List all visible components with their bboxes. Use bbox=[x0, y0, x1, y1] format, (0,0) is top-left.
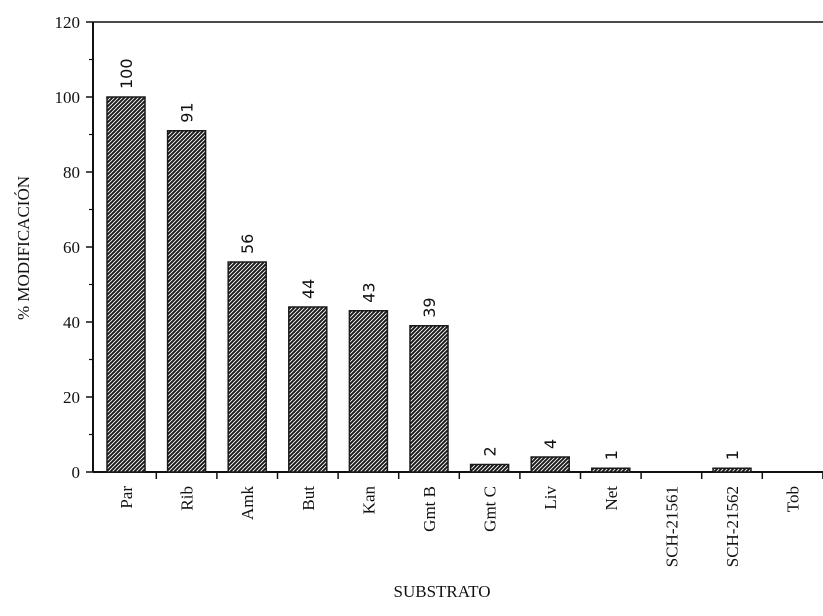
bar-net bbox=[592, 468, 630, 472]
value-label: 44 bbox=[299, 279, 318, 299]
bar-but bbox=[289, 307, 327, 472]
x-category-label: Par bbox=[117, 486, 136, 509]
bar-sch-21562 bbox=[713, 468, 751, 472]
bar-kan bbox=[349, 311, 387, 472]
x-category-label: Net bbox=[602, 486, 621, 511]
x-category-label: SCH-21561 bbox=[662, 486, 681, 567]
bar-gmt-c bbox=[471, 465, 509, 473]
y-tick-label: 120 bbox=[55, 13, 81, 32]
value-label: 2 bbox=[481, 446, 500, 456]
y-tick-label: 0 bbox=[72, 463, 81, 482]
x-category-label: Kan bbox=[359, 486, 378, 515]
y-axis-title: % MODIFICACIÓN bbox=[14, 176, 33, 320]
x-category-label: Liv bbox=[541, 486, 560, 510]
value-label: 39 bbox=[420, 297, 439, 317]
value-label: 91 bbox=[178, 102, 197, 122]
value-label: 1 bbox=[602, 450, 621, 460]
y-tick-label: 80 bbox=[63, 163, 80, 182]
value-label: 43 bbox=[359, 282, 378, 302]
bar-par bbox=[107, 97, 145, 472]
x-category-label: Rib bbox=[178, 486, 197, 511]
y-tick-label: 20 bbox=[63, 388, 80, 407]
labels: 100 Par 91 Rib 56 Amk 44 But 43 Kan 39 Gmt B 2 Gmt C 4… bbox=[117, 58, 803, 567]
x-category-label: Tob bbox=[784, 486, 803, 512]
bars bbox=[107, 97, 751, 472]
y-tick-label: 60 bbox=[63, 238, 80, 257]
bar-liv bbox=[531, 457, 569, 472]
value-label: 1 bbox=[723, 450, 742, 460]
value-label: 100 bbox=[117, 58, 136, 89]
value-label: 4 bbox=[541, 439, 560, 449]
x-axis-title: SUBSTRATO bbox=[394, 582, 491, 601]
value-label: 56 bbox=[238, 234, 257, 254]
x-category-label: Amk bbox=[238, 486, 257, 521]
x-category-label: Gmt C bbox=[481, 486, 500, 532]
bar-rib bbox=[168, 131, 206, 472]
bar-gmt-b bbox=[410, 326, 448, 472]
x-category-label: SCH-21562 bbox=[723, 486, 742, 567]
x-category-label: Gmt B bbox=[420, 486, 439, 532]
y-tick-label: 100 bbox=[55, 88, 81, 107]
y-tick-label: 40 bbox=[63, 313, 80, 332]
bar-amk bbox=[228, 262, 266, 472]
x-category-label: But bbox=[299, 486, 318, 511]
